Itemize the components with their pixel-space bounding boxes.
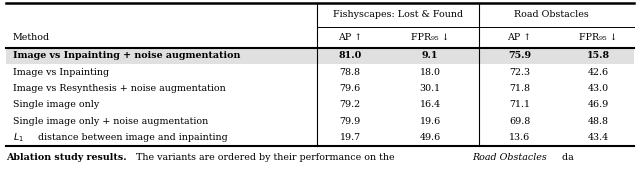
Text: distance between image and inpainting: distance between image and inpainting [35, 133, 228, 142]
Text: 43.0: 43.0 [588, 84, 609, 93]
Text: AP ↑: AP ↑ [508, 33, 532, 42]
Text: 15.8: 15.8 [587, 51, 610, 60]
Text: 79.6: 79.6 [339, 84, 361, 93]
Text: Road Obstacles: Road Obstacles [472, 153, 547, 162]
Text: 79.9: 79.9 [339, 117, 361, 126]
Bar [6, 48, 634, 64]
Text: 71.8: 71.8 [509, 84, 530, 93]
Text: 16.4: 16.4 [419, 100, 441, 109]
Text: Image vs Resynthesis + noise augmentation: Image vs Resynthesis + noise augmentatio… [13, 84, 225, 93]
Text: 42.6: 42.6 [588, 68, 609, 77]
Text: AP ↑: AP ↑ [338, 33, 362, 42]
Text: 78.8: 78.8 [340, 68, 360, 77]
Text: 19.6: 19.6 [419, 117, 441, 126]
Text: 13.6: 13.6 [509, 133, 531, 142]
Text: 79.2: 79.2 [339, 100, 361, 109]
Text: FPR₉₅ ↓: FPR₉₅ ↓ [579, 33, 618, 42]
Text: Method: Method [13, 33, 50, 42]
Text: Single image only: Single image only [13, 100, 99, 109]
Text: Road Obstacles: Road Obstacles [515, 10, 589, 20]
Text: Image vs Inpainting + noise augmentation: Image vs Inpainting + noise augmentation [13, 51, 240, 60]
Text: The variants are ordered by their performance on the: The variants are ordered by their perfor… [130, 153, 397, 162]
Text: 43.4: 43.4 [588, 133, 609, 142]
Text: FPR₉₅ ↓: FPR₉₅ ↓ [411, 33, 449, 42]
Text: Fishyscapes: Lost & Found: Fishyscapes: Lost & Found [333, 10, 463, 20]
Text: $L_1$: $L_1$ [13, 131, 24, 144]
Text: Single image only + noise augmentation: Single image only + noise augmentation [13, 117, 208, 126]
Text: 71.1: 71.1 [509, 100, 530, 109]
Text: 49.6: 49.6 [419, 133, 441, 142]
Text: da: da [559, 153, 574, 162]
Text: Ablation study results.: Ablation study results. [6, 153, 127, 162]
Text: 48.8: 48.8 [588, 117, 609, 126]
Text: 72.3: 72.3 [509, 68, 531, 77]
Text: Image vs Inpainting: Image vs Inpainting [13, 68, 109, 77]
Text: 18.0: 18.0 [420, 68, 440, 77]
Text: 46.9: 46.9 [588, 100, 609, 109]
Text: 19.7: 19.7 [339, 133, 361, 142]
Text: 30.1: 30.1 [419, 84, 441, 93]
Text: 69.8: 69.8 [509, 117, 531, 126]
Text: 75.9: 75.9 [508, 51, 531, 60]
Text: 81.0: 81.0 [339, 51, 362, 60]
Text: 9.1: 9.1 [422, 51, 438, 60]
